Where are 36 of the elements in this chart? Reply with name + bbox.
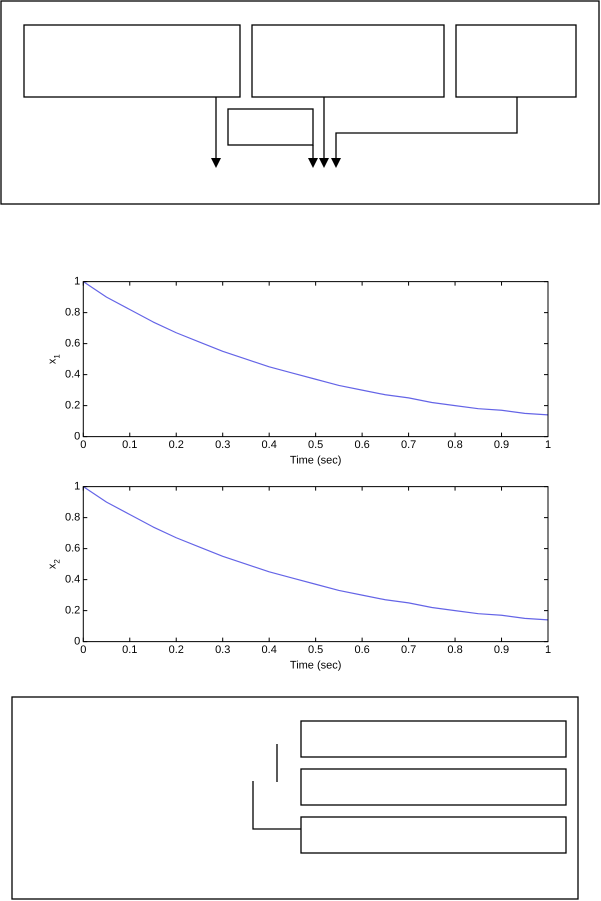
x-tick-label: 0.1 <box>122 644 138 656</box>
x-tick-label: 0.5 <box>308 439 324 452</box>
x-axis-title: Time (sec) <box>290 659 342 672</box>
x-tick-label: 0.5 <box>308 644 324 656</box>
y-tick-label: 0 <box>74 636 80 648</box>
y-tick-label: 0.4 <box>64 574 80 586</box>
y-tick-label: 0.2 <box>64 604 80 617</box>
x-tick-label: 0.2 <box>168 644 184 656</box>
y-tick-label: 0.6 <box>64 542 80 555</box>
x-tick-label: 0.7 <box>400 439 416 452</box>
y-axis-title: x2 <box>46 558 62 570</box>
x-tick-label: 0.8 <box>447 644 463 656</box>
x-tick-label: 0.4 <box>262 439 277 452</box>
y-tick-label: 0.8 <box>64 306 80 319</box>
y-tick-label: 0 <box>74 430 80 443</box>
x-tick-label: 0.4 <box>262 644 277 656</box>
y-tick-label: 1 <box>74 480 80 493</box>
x-tick-label: 0.3 <box>215 439 230 452</box>
x-tick-label: 0.9 <box>494 644 510 656</box>
x-tick-label: 1 <box>544 644 552 656</box>
x-tick-label: 0.7 <box>400 644 416 656</box>
y-tick-label: 0.6 <box>64 338 80 350</box>
y-tick-label: 0.8 <box>64 512 80 524</box>
x-tick-label: 0.8 <box>447 439 463 452</box>
y-tick-label: 0.2 <box>64 400 80 412</box>
y-axis-title: x1 <box>46 354 62 364</box>
x-axis-title: Time (sec) <box>290 454 342 466</box>
x-tick-label: 0.1 <box>122 439 138 452</box>
x-tick-label: 0.6 <box>354 644 370 656</box>
x-tick-label: 0.6 <box>354 439 370 452</box>
y-tick-label: 1 <box>74 276 80 288</box>
y-tick-label: 0.4 <box>64 368 80 381</box>
x-tick-label: 0.9 <box>494 439 510 452</box>
x-tick-label: 0.3 <box>215 644 230 656</box>
x-tick-label: 0.2 <box>168 439 184 452</box>
x-tick-label: 1 <box>544 439 552 452</box>
